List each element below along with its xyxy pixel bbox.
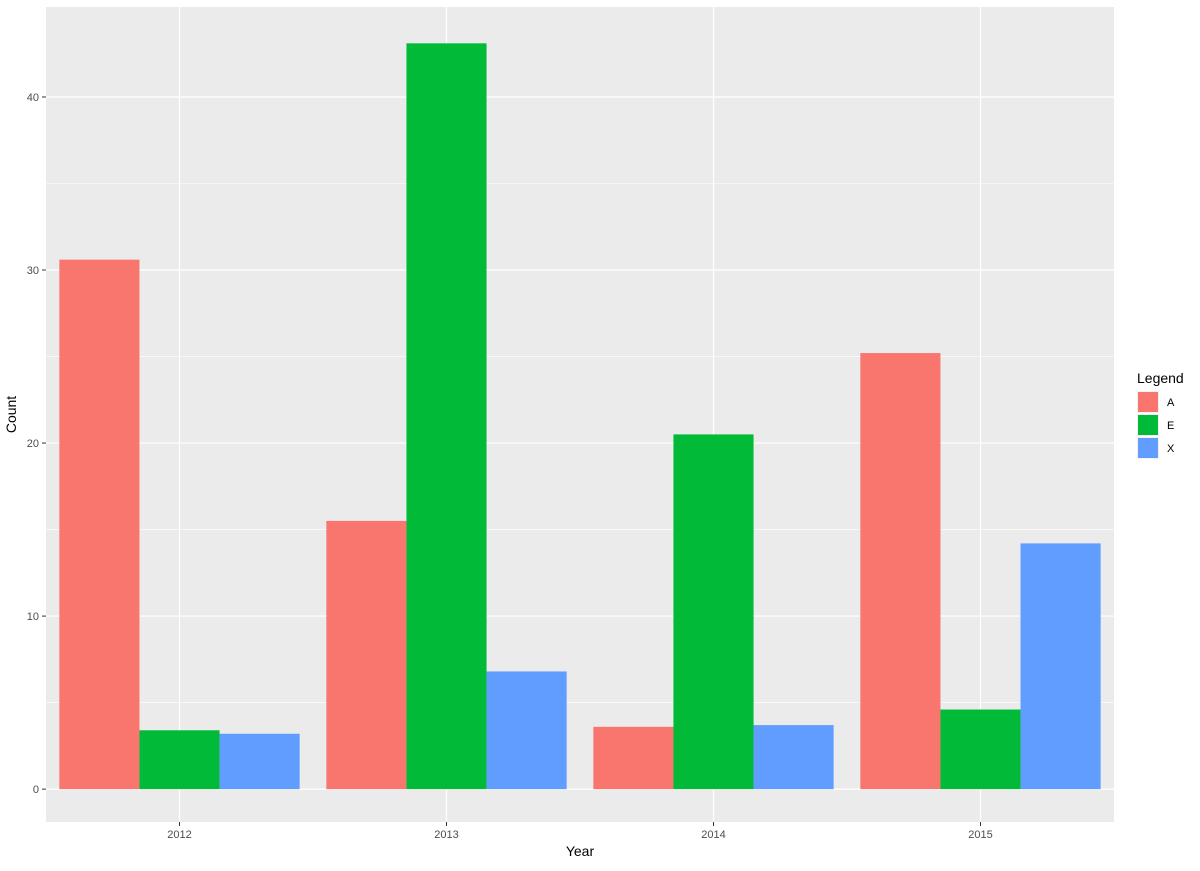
legend: Legend AEX (1137, 370, 1184, 459)
x-tick-label: 2012 (167, 829, 191, 841)
bar-A-2013 (326, 520, 407, 790)
x-axis-ticks: 2012 2013 2014 2015 (167, 822, 993, 841)
bar-A-2015 (860, 353, 941, 790)
legend-label-A: A (1167, 397, 1175, 409)
y-tick-label: 30 (27, 265, 39, 277)
bar-E-2014 (673, 434, 754, 790)
bar-X-2013 (486, 671, 567, 790)
y-tick-label: 0 (33, 784, 39, 796)
x-tick-label: 2013 (434, 829, 458, 841)
y-axis-ticks: 0 10 20 30 40 (27, 92, 46, 796)
y-tick-label: 40 (27, 92, 39, 104)
plot-panel (46, 7, 1114, 822)
bar-E-2013 (406, 43, 487, 790)
bar-E-2015 (940, 709, 1021, 790)
bars (59, 43, 1101, 790)
legend-swatch-X (1138, 438, 1158, 458)
x-tick-label: 2014 (701, 829, 725, 841)
x-axis-title: Year (566, 843, 595, 859)
legend-label-E: E (1167, 420, 1174, 432)
legend-label-X: X (1167, 443, 1175, 455)
legend-swatch-A (1138, 392, 1158, 412)
bar-E-2012 (139, 730, 220, 790)
bar-X-2012 (219, 733, 300, 790)
legend-items: AEX (1137, 391, 1175, 459)
bar-A-2012 (59, 259, 140, 790)
legend-swatch-E (1138, 415, 1158, 435)
y-axis-title: Count (3, 396, 19, 433)
bar-A-2014 (593, 726, 674, 790)
y-tick-label: 20 (27, 438, 39, 450)
legend-title: Legend (1137, 370, 1184, 386)
bar-X-2015 (1020, 543, 1101, 790)
y-tick-label: 10 (27, 611, 39, 623)
bar-X-2014 (753, 725, 834, 790)
x-tick-label: 2015 (968, 829, 992, 841)
